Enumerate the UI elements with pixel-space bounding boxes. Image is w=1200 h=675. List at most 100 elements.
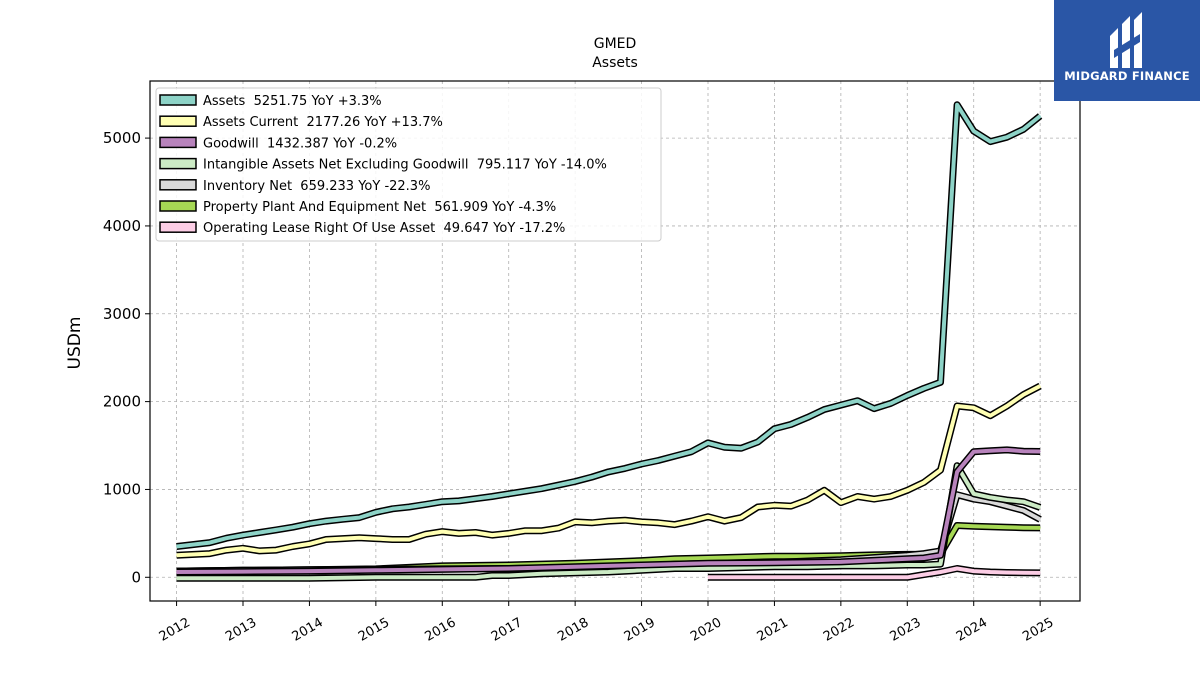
legend-label: Goodwill 1432.387 YoY -0.2% <box>203 136 397 151</box>
legend-swatch <box>159 200 197 212</box>
series-point <box>956 104 958 106</box>
series-point <box>391 538 394 541</box>
series-point <box>757 506 759 508</box>
series-point <box>1006 136 1008 138</box>
series-point <box>807 566 809 568</box>
series-point <box>1022 393 1025 396</box>
series-point <box>956 524 958 527</box>
series-point <box>640 564 643 566</box>
series-point <box>840 555 842 557</box>
series-point <box>308 523 311 525</box>
series-point <box>308 577 311 579</box>
series-point <box>308 570 311 572</box>
series-point <box>989 450 991 452</box>
series-line <box>175 101 1043 550</box>
x-tick-label: 2012 <box>157 615 193 645</box>
series-point <box>790 423 792 426</box>
series-point <box>906 489 908 491</box>
series-point <box>773 566 776 568</box>
series-point <box>707 557 709 559</box>
x-tick-label: 2015 <box>356 615 392 645</box>
series-point <box>391 508 394 510</box>
series-point <box>325 520 327 522</box>
series-point <box>225 549 227 551</box>
series-stroke <box>176 384 1042 558</box>
series-point <box>807 499 809 501</box>
x-tick-label: 2018 <box>555 615 591 645</box>
legend-item: Intangible Assets Net Excluding Goodwill… <box>159 157 607 173</box>
series-point <box>1039 506 1041 509</box>
series-point <box>773 576 776 578</box>
series-point <box>989 496 991 498</box>
chart-title: GMED <box>594 36 637 52</box>
series-point <box>474 576 477 578</box>
x-tick-label: 2016 <box>422 615 458 645</box>
series-point <box>342 518 344 520</box>
series-point <box>956 567 958 570</box>
series-point <box>939 381 942 383</box>
series-point <box>1039 527 1041 529</box>
series-point <box>707 576 709 578</box>
series-point <box>491 534 493 536</box>
series-point <box>674 455 676 457</box>
series-point <box>757 441 759 443</box>
legend-swatch <box>159 179 197 191</box>
series-point <box>724 446 726 448</box>
series-point <box>939 469 942 471</box>
series-point <box>1006 405 1008 407</box>
series-point <box>873 408 875 410</box>
series-point <box>175 554 178 556</box>
series-point <box>242 570 244 573</box>
x-tick-label: 2021 <box>755 615 791 645</box>
series-point <box>823 489 825 491</box>
series-point <box>1022 501 1025 503</box>
series-stroke <box>176 463 1041 581</box>
legend-item: Operating Lease Right Of Use Asset 49.64… <box>159 221 565 236</box>
legend-frame <box>155 87 662 242</box>
y-axis-label: USDm <box>65 317 85 370</box>
series-point <box>259 531 261 534</box>
series-point <box>674 523 676 526</box>
series-point <box>939 571 942 573</box>
series-point <box>873 498 875 500</box>
legend-label: Operating Lease Right Of Use Asset 49.64… <box>203 221 565 236</box>
series-point <box>856 400 859 402</box>
legend-item: Goodwill 1432.387 YoY -0.2% <box>159 136 397 151</box>
series-point <box>856 495 859 498</box>
series-point <box>557 484 560 486</box>
series-point <box>640 559 643 562</box>
series-point <box>724 520 726 522</box>
legend-swatch <box>159 221 197 233</box>
series-point <box>624 519 626 521</box>
y-tick-label: 5000 <box>103 129 141 147</box>
series-point <box>923 387 925 390</box>
series-point <box>408 506 410 508</box>
series-point <box>674 567 676 570</box>
series-point <box>939 563 942 565</box>
x-tick-label: 2020 <box>688 615 724 645</box>
series-point <box>956 471 958 473</box>
legend-swatch <box>159 157 197 170</box>
series-point <box>458 532 460 534</box>
series-stroke <box>176 102 1042 549</box>
series-point <box>707 562 709 564</box>
series-point <box>292 526 294 528</box>
series-point <box>474 498 477 500</box>
series-point <box>1006 449 1008 451</box>
series-stroke <box>176 447 1041 574</box>
series-point <box>1006 571 1008 574</box>
series-point <box>890 495 892 498</box>
series-point <box>773 428 776 430</box>
legend-swatch <box>159 136 197 149</box>
series-point <box>607 571 609 573</box>
series-point <box>823 408 825 411</box>
series-point <box>308 543 311 545</box>
series-point <box>541 530 543 532</box>
series-point <box>973 493 975 495</box>
series-point <box>740 447 742 449</box>
series-point <box>690 451 692 453</box>
series-point <box>1022 527 1025 529</box>
series-point <box>973 407 975 409</box>
series-point <box>890 402 892 404</box>
